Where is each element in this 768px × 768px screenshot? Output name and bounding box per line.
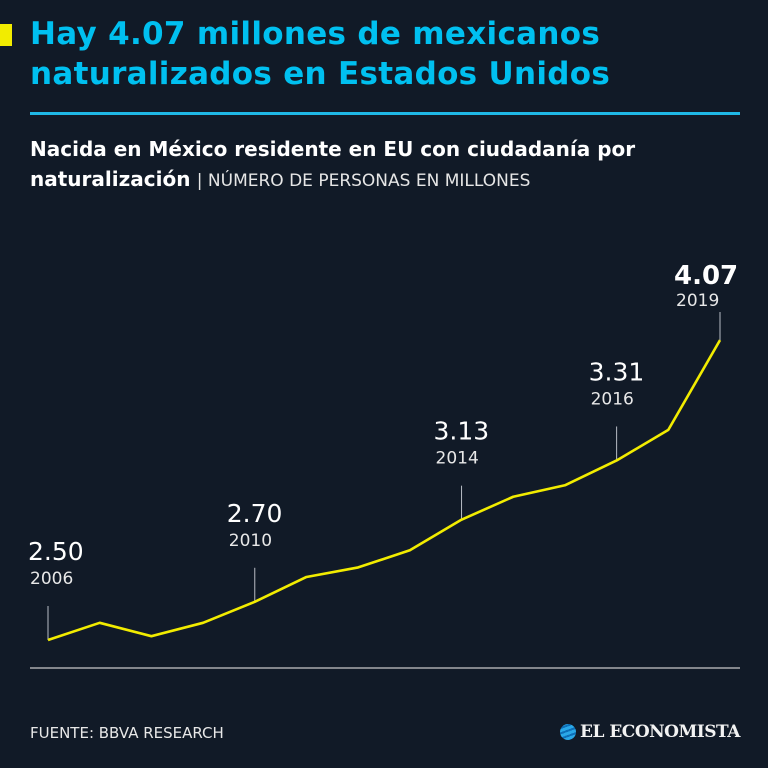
- annotation-year: 2019: [676, 291, 719, 311]
- page-title: Hay 4.07 millones de mexicanos naturaliz…: [30, 16, 611, 92]
- source-note: FUENTE: BBVA RESEARCH: [30, 724, 224, 742]
- title-divider: [30, 112, 740, 115]
- el-economista-logo: EL ECONOMISTA: [560, 722, 740, 742]
- annotation-year: 2016: [591, 389, 634, 409]
- annotation-value: 3.13: [434, 417, 490, 446]
- globe-icon: [560, 724, 576, 740]
- annotation-value: 2.50: [28, 537, 84, 566]
- annotation-value: 4.07: [674, 261, 738, 291]
- annotation-value: 3.31: [589, 357, 645, 386]
- annotation-year: 2010: [229, 531, 272, 551]
- logo-text: EL ECONOMISTA: [580, 722, 740, 742]
- chart-subtitle: Nacida en México residente en EU con ciu…: [30, 134, 760, 196]
- subtitle-main: Nacida en México residente en EU con ciu…: [30, 137, 636, 191]
- annotation-value: 2.70: [227, 499, 283, 528]
- annotation-year: 2006: [30, 569, 73, 589]
- data-line: [47, 339, 722, 642]
- annotation-year: 2014: [436, 449, 479, 469]
- subtitle-unit: | NÚMERO DE PERSONAS EN MILLONES: [196, 171, 531, 191]
- title-accent-bar: [0, 24, 12, 46]
